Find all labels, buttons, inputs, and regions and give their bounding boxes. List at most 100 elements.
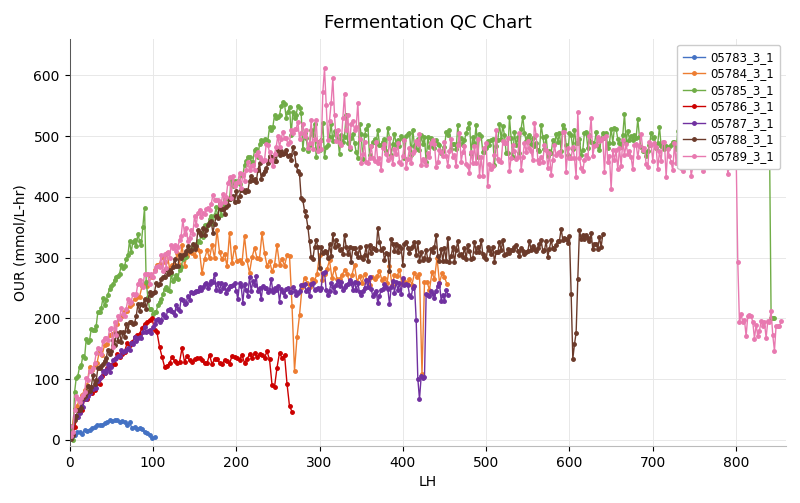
05788_3_1 [174, 253, 184, 259]
Line: 05783_3_1: 05783_3_1 [68, 418, 156, 440]
05783_3_1 [98, 422, 107, 428]
05789_3_1 [320, 65, 330, 71]
05783_3_1 [122, 422, 132, 428]
05787_3_1 [160, 314, 170, 320]
Line: 05784_3_1: 05784_3_1 [68, 228, 449, 435]
05786_3_1 [280, 352, 290, 358]
05783_3_1 [138, 426, 147, 432]
05788_3_1 [66, 437, 76, 443]
Line: 05785_3_1: 05785_3_1 [68, 101, 776, 442]
05786_3_1 [258, 352, 267, 358]
05783_3_1 [134, 425, 144, 431]
Line: 05786_3_1: 05786_3_1 [68, 316, 294, 438]
05783_3_1 [82, 428, 92, 434]
05786_3_1 [147, 315, 157, 321]
05789_3_1 [522, 149, 531, 155]
05788_3_1 [403, 244, 413, 250]
05784_3_1 [78, 392, 87, 398]
05783_3_1 [78, 431, 87, 437]
05783_3_1 [147, 435, 157, 441]
05785_3_1 [653, 140, 662, 146]
05786_3_1 [252, 355, 262, 361]
05783_3_1 [72, 430, 82, 436]
05789_3_1 [111, 331, 121, 338]
05783_3_1 [145, 433, 154, 439]
05788_3_1 [598, 231, 608, 237]
05783_3_1 [65, 435, 74, 441]
05783_3_1 [94, 422, 104, 428]
05789_3_1 [454, 130, 464, 136]
05784_3_1 [65, 430, 74, 436]
05783_3_1 [127, 425, 137, 431]
05788_3_1 [388, 241, 398, 247]
05788_3_1 [288, 144, 298, 150]
X-axis label: LH: LH [418, 475, 437, 489]
05789_3_1 [66, 433, 76, 439]
05784_3_1 [122, 308, 132, 314]
05787_3_1 [310, 287, 319, 293]
Line: 05789_3_1: 05789_3_1 [68, 66, 783, 438]
05783_3_1 [67, 434, 77, 440]
05785_3_1 [278, 100, 288, 106]
05783_3_1 [140, 429, 150, 435]
05783_3_1 [85, 427, 94, 433]
05785_3_1 [682, 140, 691, 146]
05788_3_1 [65, 433, 74, 439]
05783_3_1 [118, 418, 127, 424]
05788_3_1 [548, 245, 558, 252]
05789_3_1 [776, 318, 786, 324]
05784_3_1 [212, 227, 222, 233]
Title: Fermentation QC Chart: Fermentation QC Chart [324, 14, 532, 32]
05785_3_1 [65, 436, 74, 442]
05787_3_1 [65, 433, 74, 439]
05783_3_1 [132, 426, 142, 432]
05784_3_1 [160, 259, 170, 265]
05789_3_1 [582, 152, 591, 158]
05785_3_1 [548, 137, 558, 143]
05783_3_1 [70, 432, 79, 438]
05785_3_1 [753, 123, 762, 129]
05784_3_1 [320, 271, 330, 277]
05787_3_1 [443, 292, 453, 298]
05785_3_1 [186, 246, 196, 253]
05783_3_1 [102, 420, 112, 426]
05786_3_1 [94, 381, 104, 387]
05786_3_1 [287, 408, 297, 414]
05783_3_1 [110, 417, 119, 423]
05789_3_1 [151, 264, 161, 270]
05783_3_1 [120, 419, 130, 425]
05785_3_1 [770, 315, 779, 321]
05784_3_1 [312, 271, 322, 277]
05789_3_1 [285, 139, 294, 145]
05783_3_1 [74, 429, 84, 435]
05783_3_1 [114, 418, 124, 425]
05789_3_1 [65, 423, 74, 429]
05783_3_1 [87, 425, 97, 431]
05787_3_1 [162, 313, 171, 319]
05783_3_1 [130, 425, 139, 431]
05787_3_1 [348, 287, 358, 293]
05787_3_1 [320, 269, 330, 275]
05784_3_1 [442, 281, 452, 287]
05787_3_1 [365, 274, 374, 280]
05783_3_1 [125, 420, 134, 426]
Line: 05788_3_1: 05788_3_1 [68, 145, 605, 441]
05785_3_1 [68, 437, 78, 443]
05785_3_1 [465, 120, 474, 126]
05784_3_1 [194, 248, 204, 255]
Y-axis label: OUR (mmol/L-hr): OUR (mmol/L-hr) [14, 184, 28, 301]
Line: 05787_3_1: 05787_3_1 [68, 270, 450, 438]
05783_3_1 [105, 417, 114, 423]
05788_3_1 [446, 253, 456, 259]
05783_3_1 [150, 434, 159, 440]
05788_3_1 [305, 238, 314, 244]
05783_3_1 [100, 420, 110, 426]
05783_3_1 [80, 428, 90, 434]
05786_3_1 [222, 358, 232, 364]
05787_3_1 [390, 290, 399, 296]
05786_3_1 [65, 433, 74, 439]
05783_3_1 [142, 430, 152, 436]
05783_3_1 [90, 425, 99, 431]
05786_3_1 [132, 332, 142, 339]
05783_3_1 [92, 422, 102, 428]
